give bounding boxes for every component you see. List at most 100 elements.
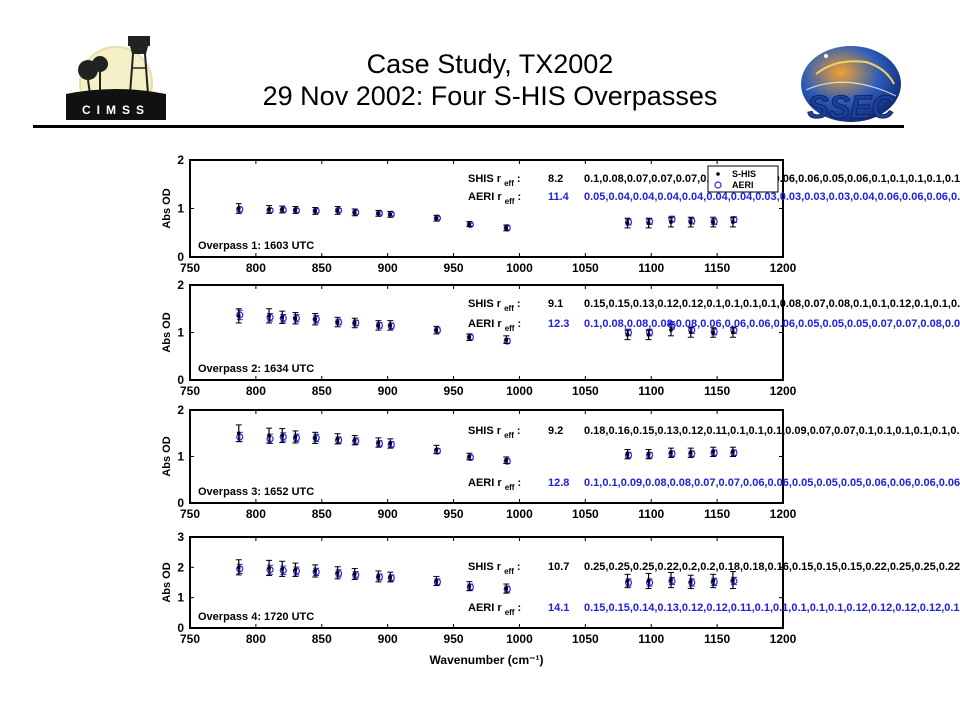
aeri-point — [292, 434, 301, 442]
shis-reff-error-3: 0.18,0.16,0.15,0.13,0.12,0.11,0.1,0.1,0.… — [584, 425, 960, 437]
x-tick-label: 1100 — [638, 632, 664, 646]
x-tick-label: 850 — [312, 632, 332, 646]
y-tick-label: 0 — [177, 373, 184, 387]
shis-point — [335, 437, 340, 441]
aeri-point — [624, 218, 633, 226]
x-tick-label: 800 — [246, 632, 266, 646]
shis-point — [467, 222, 472, 226]
shis-reff-label-1: SHIS r eff : — [468, 173, 521, 188]
overpass-label-3: Overpass 3: 1652 UTC — [198, 486, 314, 498]
x-tick-label: 950 — [444, 632, 464, 646]
x-tick-label: 900 — [378, 632, 398, 646]
shis-point — [669, 220, 673, 224]
shis-point — [236, 565, 241, 570]
shis-point — [293, 316, 298, 321]
shis-point — [267, 433, 271, 438]
aeri-point — [710, 327, 718, 336]
shis-point — [293, 435, 298, 439]
aeri-point — [266, 313, 274, 321]
aeri-point — [503, 457, 511, 465]
shis-reff-label-2: SHIS r eff : — [468, 298, 521, 313]
svg-text:SSEC: SSEC — [807, 89, 895, 124]
aeri-point — [387, 574, 395, 582]
aeri-point — [312, 315, 320, 323]
shis-point — [267, 566, 271, 570]
x-tick-label: 1100 — [638, 507, 664, 521]
aeri-point — [688, 217, 696, 225]
shis-point — [467, 454, 472, 459]
aeri-reff-error-1: 0.05,0.04,0.04,0.04,0.04,0.04,0.04,0.03,… — [584, 191, 960, 203]
y-tick-label: 0 — [177, 250, 184, 264]
shis-point — [646, 579, 651, 583]
aeri-reff-error-4: 0.15,0.15,0.14,0.13,0.12,0.12,0.11,0.1,0… — [584, 602, 960, 614]
aeri-reff-value-4: 14.1 — [548, 602, 569, 614]
shis-point — [236, 431, 241, 436]
x-tick-label: 800 — [246, 384, 266, 398]
x-tick-label: 1000 — [506, 384, 533, 398]
plot-frame-4 — [189, 536, 784, 629]
legend-shis-label: S-HIS — [732, 169, 756, 179]
shis-point — [293, 208, 298, 212]
aeri-point — [292, 567, 301, 575]
aeri-reff-label-3: AERI r eff : — [468, 477, 521, 492]
shis-point — [669, 578, 673, 582]
shis-point — [434, 216, 439, 220]
shis-point — [434, 579, 439, 583]
title-line-1: Case Study, TX2002 — [366, 49, 614, 79]
aeri-point — [433, 578, 442, 586]
shis-point — [646, 452, 651, 456]
shis-point — [313, 317, 317, 322]
shis-point — [434, 328, 439, 332]
x-tick-label: 800 — [246, 507, 266, 521]
shis-point — [625, 333, 630, 337]
shis-point — [711, 330, 715, 335]
shis-point — [388, 212, 393, 217]
x-tick-label: 1000 — [506, 261, 533, 275]
aeri-point — [375, 573, 384, 581]
x-tick-label: 1150 — [704, 261, 730, 275]
shis-reff-label-4: SHIS r eff : — [468, 561, 521, 576]
shis-point — [467, 584, 472, 588]
shis-point — [267, 207, 271, 212]
shis-point — [236, 314, 241, 318]
shis-point — [352, 210, 357, 215]
x-tick-label: 1050 — [572, 261, 599, 275]
aeri-point — [352, 319, 360, 327]
y-tick-label: 1 — [177, 591, 184, 605]
aeri-point — [312, 568, 320, 576]
shis-point — [711, 450, 715, 454]
x-tick-label: 850 — [312, 507, 332, 521]
shis-reff-error-2: 0.15,0.15,0.13,0.12,0.12,0.1,0.1,0.1,0.1… — [584, 298, 960, 310]
aeri-point — [279, 433, 287, 441]
legend-aeri-label: AERI — [732, 180, 754, 190]
x-tick-label: 1000 — [506, 507, 533, 521]
x-tick-label: 750 — [180, 261, 200, 275]
x-tick-label: 1050 — [572, 384, 599, 398]
aeri-point — [466, 453, 474, 462]
x-tick-label: 1100 — [638, 261, 664, 275]
aeri-point — [668, 577, 676, 585]
aeri-point — [645, 451, 654, 459]
shis-point — [731, 578, 735, 582]
shis-point — [280, 207, 285, 212]
shis-point — [711, 220, 715, 224]
aeri-point — [352, 571, 360, 579]
title-line-2: 29 Nov 2002: Four S-HIS Overpasses — [262, 81, 718, 111]
shis-point — [267, 314, 271, 318]
y-tick-label: 0 — [177, 496, 184, 510]
y-tick-label: 1 — [177, 202, 184, 216]
y-tick-label: 1 — [177, 450, 184, 464]
ssec-globe-logo-icon: SSEC — [801, 46, 901, 124]
aeri-point — [668, 450, 676, 458]
aeri-point — [375, 321, 384, 329]
x-tick-label: 1150 — [704, 507, 730, 521]
shis-point — [313, 569, 317, 573]
aeri-point — [312, 434, 320, 442]
aeri-point — [334, 318, 343, 326]
aeri-point — [710, 217, 718, 226]
shis-point — [731, 330, 735, 335]
shis-point — [625, 221, 630, 225]
shis-reff-value-2: 9.1 — [548, 298, 563, 310]
x-tick-label: 1150 — [704, 384, 730, 398]
shis-point — [335, 208, 340, 213]
